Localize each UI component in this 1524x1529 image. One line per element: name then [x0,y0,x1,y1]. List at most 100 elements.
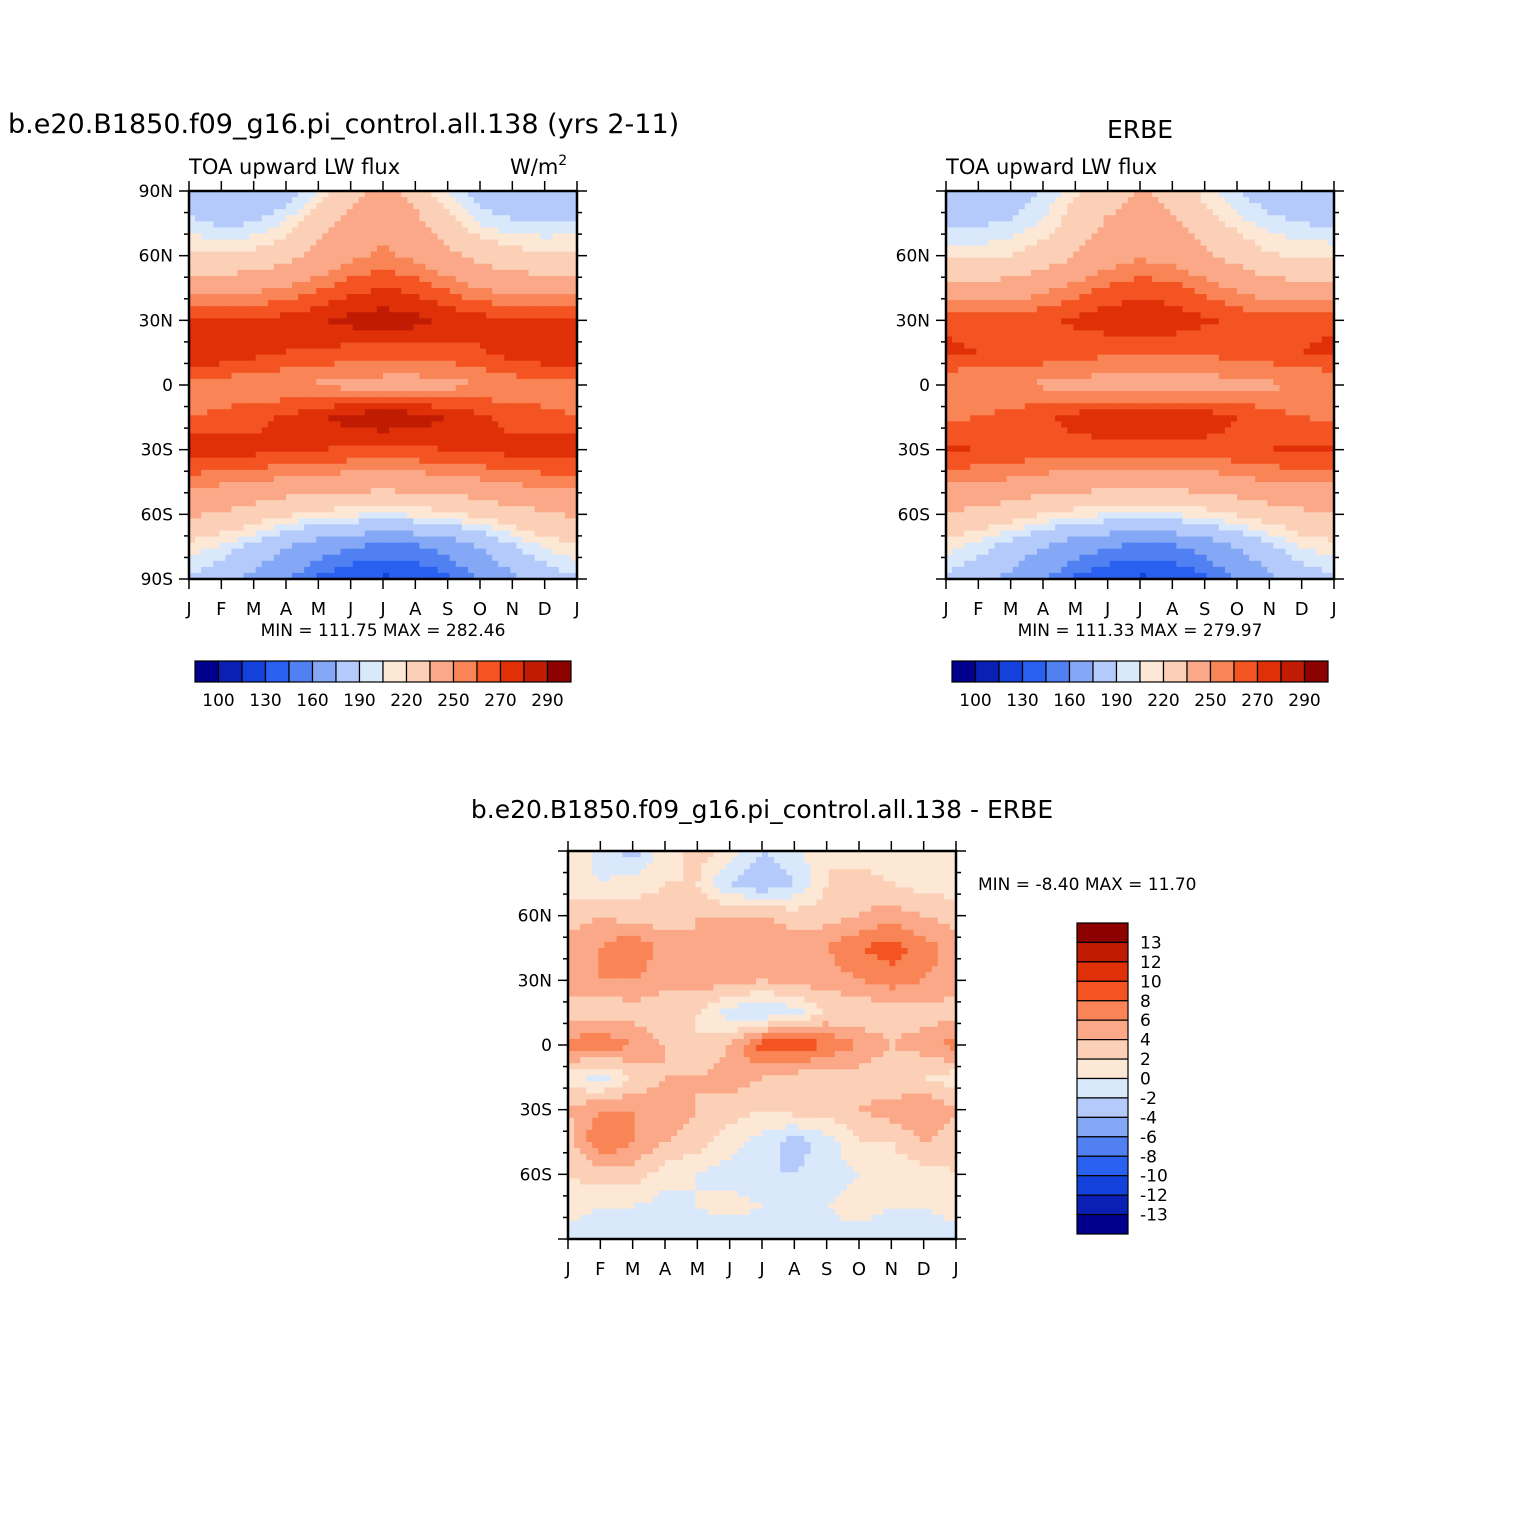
heatmap-cell [395,531,402,538]
heatmap-cell [1279,209,1286,216]
heatmap-cell [486,506,493,513]
heatmap-cell [195,464,202,471]
heatmap-cell [522,288,529,295]
heatmap-cell [535,500,542,507]
heatmap-cell [274,440,281,447]
heatmap-cell [952,215,959,222]
heatmap-cell [262,337,269,344]
heatmap-cell [474,452,481,459]
heatmap-cell [1067,258,1074,265]
heatmap-cell [359,555,366,562]
heatmap-cell [256,452,263,459]
heatmap-cell [535,349,542,356]
heatmap-cell [468,524,475,531]
heatmap-cell [419,531,426,538]
heatmap-cell [553,209,560,216]
heatmap-cell [419,409,426,416]
heatmap-cell [474,203,481,210]
heatmap-cell [371,349,378,356]
heatmap-cell [468,264,475,271]
heatmap-cell [250,209,257,216]
heatmap-cell [304,300,311,307]
heatmap-cell [231,379,238,386]
heatmap-cell [444,227,451,234]
heatmap-cell [219,409,226,416]
heatmap-cell [498,318,505,325]
heatmap-cell [250,240,257,247]
heatmap-cell [383,312,390,319]
heatmap-cell [256,458,263,465]
heatmap-cell [298,355,305,362]
heatmap-cell [371,427,378,434]
heatmap-cell [316,403,323,410]
heatmap-cell [292,227,299,234]
heatmap-cell [225,270,232,277]
heatmap-cell [377,209,384,216]
heatmap-cell [486,312,493,319]
heatmap-cell [486,221,493,228]
heatmap-cell [419,252,426,259]
heatmap-cell [1043,203,1050,210]
heatmap-cell [383,252,390,259]
heatmap-cell [383,361,390,368]
heatmap-cell [298,506,305,513]
heatmap-cell [1273,240,1280,247]
heatmap-cell [304,543,311,550]
heatmap-cell [498,506,505,513]
heatmap-cell [298,252,305,259]
heatmap-cell [316,264,323,271]
heatmap-cell [516,421,523,428]
heatmap-cell [444,409,451,416]
heatmap-cell [322,434,329,441]
heatmap-cell [1189,252,1196,259]
heatmap-cell [341,294,348,301]
heatmap-cell [535,233,542,240]
heatmap-cell [262,197,269,204]
heatmap-cell [316,373,323,380]
heatmap-cell [553,337,560,344]
heatmap-cell [547,555,554,562]
heatmap-cell [347,361,354,368]
heatmap-cell [359,209,366,216]
heatmap-cell [413,379,420,386]
heatmap-cell [450,518,457,525]
heatmap-cell [238,349,245,356]
heatmap-cell [328,197,335,204]
heatmap-cell [425,385,432,392]
heatmap-cell [292,567,299,574]
heatmap-cell [389,397,396,404]
heatmap-cell [456,264,463,271]
heatmap-cell [425,403,432,410]
heatmap-cell [547,403,554,410]
heatmap-cell [268,427,275,434]
heatmap-cell [292,215,299,222]
heatmap-cell [419,197,426,204]
heatmap-cell [559,203,566,210]
heatmap-cell [1164,252,1171,259]
heatmap-cell [559,233,566,240]
heatmap-cell [1298,215,1305,222]
heatmap-cell [219,494,226,501]
heatmap-cell [522,270,529,277]
heatmap-cell [1231,221,1238,228]
heatmap-cell [238,446,245,453]
heatmap-cell [1225,221,1232,228]
heatmap-cell [450,482,457,489]
heatmap-cell [1019,221,1026,228]
heatmap-cell [504,409,511,416]
heatmap-cell [425,330,432,337]
heatmap-cell [365,434,372,441]
heatmap-cell [559,434,566,441]
heatmap-cell [510,300,517,307]
heatmap-cell [280,288,287,295]
heatmap-cell [462,349,469,356]
heatmap-cell [541,379,548,386]
heatmap-cell [207,470,214,477]
heatmap-cell [1055,233,1062,240]
heatmap-cell [529,215,536,222]
heatmap-cell [480,288,487,295]
heatmap-cell [456,567,463,574]
heatmap-cell [238,343,245,350]
heatmap-cell [468,197,475,204]
heatmap-cell [292,403,299,410]
